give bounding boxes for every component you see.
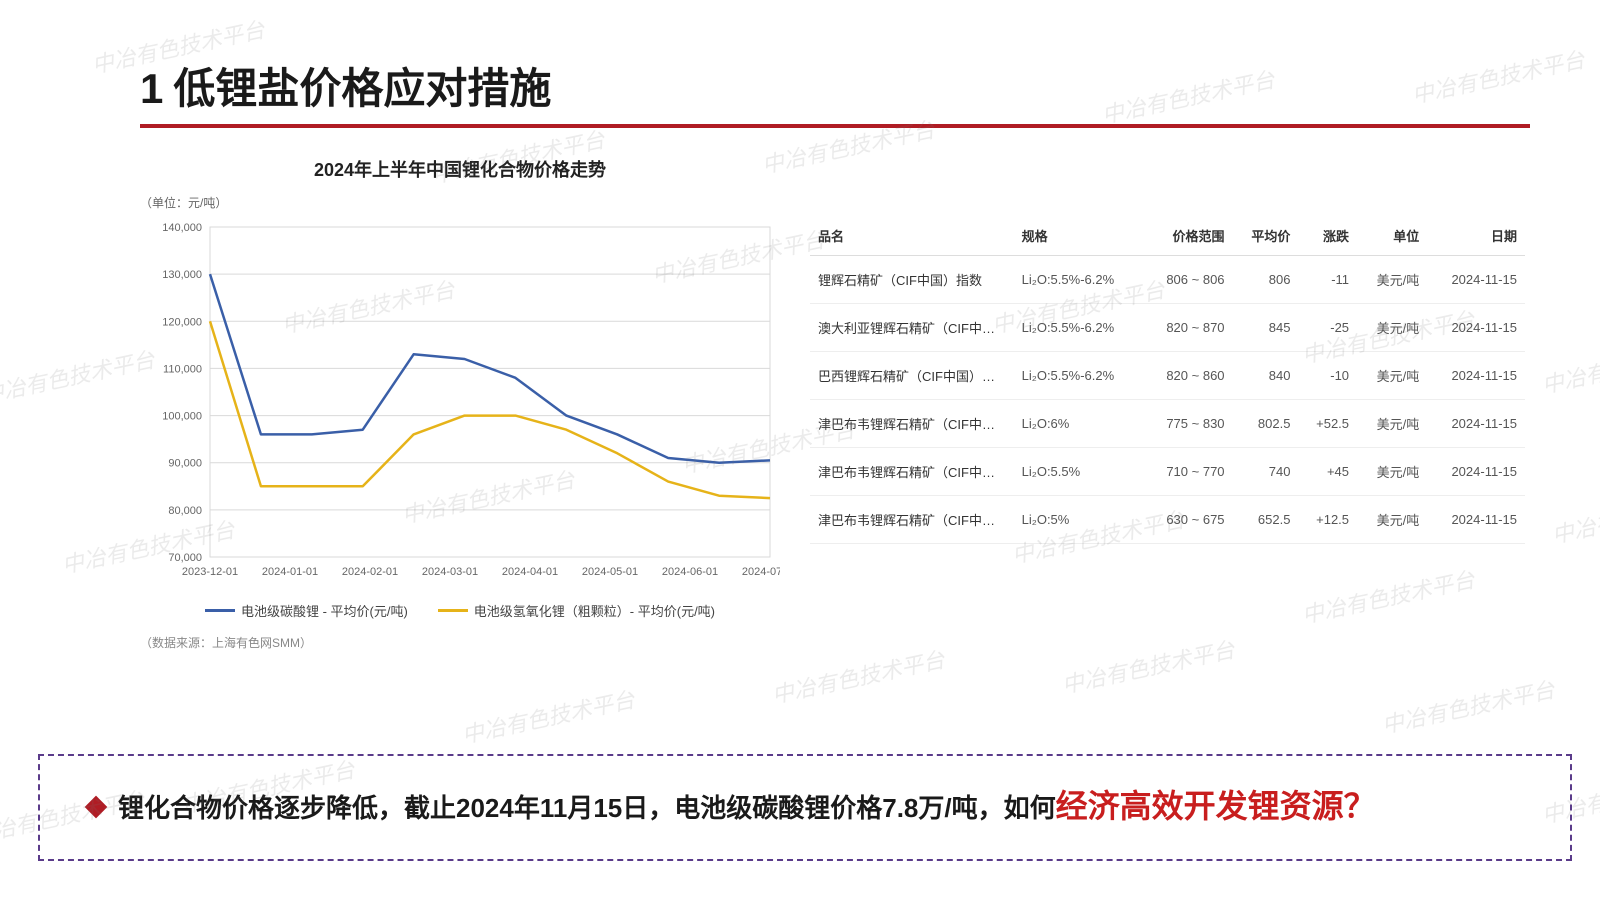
table-cell: 津巴布韦锂辉石精矿（CIF中国… xyxy=(810,448,1014,496)
table-cell: 津巴布韦锂辉石精矿（CIF中国… xyxy=(810,400,1014,448)
line-chart: 70,000 80,000 90,000 100,000 110,000 120,000 1… xyxy=(140,217,780,597)
chart-legend: 电池级碳酸锂 - 平均价(元/吨) 电池级氢氧化锂（粗颗粒）- 平均价(元/吨) xyxy=(140,601,780,620)
table-row: 津巴布韦锂辉石精矿（CIF中国…Li₂O:5%630 ~ 675652.5+12… xyxy=(810,496,1525,544)
table-cell: 2024-11-15 xyxy=(1427,496,1525,544)
table-cell: Li₂O:5.5%-6.2% xyxy=(1014,352,1144,400)
legend-swatch xyxy=(205,609,235,612)
table-cell: 740 xyxy=(1233,448,1299,496)
table-cell: 652.5 xyxy=(1233,496,1299,544)
table-cell: 2024-11-15 xyxy=(1427,448,1525,496)
table-row: 津巴布韦锂辉石精矿（CIF中国…Li₂O:5.5%710 ~ 770740+45… xyxy=(810,448,1525,496)
svg-text:140,000: 140,000 xyxy=(162,222,202,234)
table-cell: 美元/吨 xyxy=(1357,448,1427,496)
table-cell: 2024-11-15 xyxy=(1427,304,1525,352)
table-cell: 美元/吨 xyxy=(1357,256,1427,304)
callout-emphasis: 经济高效开发锂资源？ xyxy=(1056,788,1376,824)
svg-text:2024-06-01: 2024-06-01 xyxy=(662,566,718,578)
legend-label: 电池级碳酸锂 - 平均价(元/吨) xyxy=(241,601,408,620)
table-cell: 820 ~ 860 xyxy=(1144,352,1233,400)
legend-swatch xyxy=(438,609,468,612)
table-cell: 巴西锂辉石精矿（CIF中国）现… xyxy=(810,352,1014,400)
chart-title: 2024年上半年中国锂化合物价格走势 xyxy=(140,156,780,182)
table-cell: 806 ~ 806 xyxy=(1144,256,1233,304)
svg-text:2023-12-01: 2023-12-01 xyxy=(182,566,238,578)
table-header-cell: 规格 xyxy=(1014,216,1144,256)
table-header-cell: 平均价 xyxy=(1233,216,1299,256)
table-header-cell: 单位 xyxy=(1357,216,1427,256)
table-cell: 锂辉石精矿（CIF中国）指数 xyxy=(810,256,1014,304)
table-row: 锂辉石精矿（CIF中国）指数Li₂O:5.5%-6.2%806 ~ 806806… xyxy=(810,256,1525,304)
diamond-icon xyxy=(85,796,108,819)
table-cell: -10 xyxy=(1298,352,1357,400)
price-table: 品名规格价格范围平均价涨跌单位日期 锂辉石精矿（CIF中国）指数Li₂O:5.5… xyxy=(810,216,1525,544)
svg-text:100,000: 100,000 xyxy=(162,411,202,423)
table-cell: Li₂O:5% xyxy=(1014,496,1144,544)
chart-block: 2024年上半年中国锂化合物价格走势 （单位：元/吨） 70,000 80,000… xyxy=(140,156,780,651)
table-cell: 美元/吨 xyxy=(1357,352,1427,400)
table-header-cell: 日期 xyxy=(1427,216,1525,256)
table-cell: +12.5 xyxy=(1298,496,1357,544)
table-row: 巴西锂辉石精矿（CIF中国）现…Li₂O:5.5%-6.2%820 ~ 8608… xyxy=(810,352,1525,400)
table-cell: 美元/吨 xyxy=(1357,304,1427,352)
title-underline xyxy=(140,124,1530,128)
table-header-cell: 价格范围 xyxy=(1144,216,1233,256)
svg-text:2024-04-01: 2024-04-01 xyxy=(502,566,558,578)
table-cell: 840 xyxy=(1233,352,1299,400)
watermark-text: 中冶有色技术平台 xyxy=(459,682,638,750)
table-cell: 775 ~ 830 xyxy=(1144,400,1233,448)
svg-text:2024-05-01: 2024-05-01 xyxy=(582,566,638,578)
title-number: 1 xyxy=(140,65,163,113)
chart-unit-label: （单位：元/吨） xyxy=(140,194,780,211)
callout-box: 锂化合物价格逐步降低，截止2024年11月15日，电池级碳酸锂价格7.8万/吨，… xyxy=(38,754,1572,861)
svg-text:2024-01-01: 2024-01-01 xyxy=(262,566,318,578)
svg-text:2024-03-01: 2024-03-01 xyxy=(422,566,478,578)
svg-text:110,000: 110,000 xyxy=(163,363,202,375)
table-cell: +45 xyxy=(1298,448,1357,496)
table-cell: 津巴布韦锂辉石精矿（CIF中国… xyxy=(810,496,1014,544)
legend-item: 电池级碳酸锂 - 平均价(元/吨) xyxy=(205,601,408,620)
table-cell: Li₂O:6% xyxy=(1014,400,1144,448)
table-cell: 820 ~ 870 xyxy=(1144,304,1233,352)
table-row: 澳大利亚锂辉石精矿（CIF中国…Li₂O:5.5%-6.2%820 ~ 8708… xyxy=(810,304,1525,352)
table-cell: 2024-11-15 xyxy=(1427,400,1525,448)
svg-text:90,000: 90,000 xyxy=(168,458,202,470)
table-cell: +52.5 xyxy=(1298,400,1357,448)
chart-source: （数据来源：上海有色网SMM） xyxy=(140,634,780,651)
title-text: 低锂盐价格应对措施 xyxy=(173,55,551,116)
svg-text:130,000: 130,000 xyxy=(162,269,202,281)
svg-text:2024-07-01: 2024-07-01 xyxy=(742,566,780,578)
table-cell: 630 ~ 675 xyxy=(1144,496,1233,544)
slide-container: 1 低锂盐价格应对措施 2024年上半年中国锂化合物价格走势 （单位：元/吨） … xyxy=(0,0,1600,671)
table-cell: Li₂O:5.5%-6.2% xyxy=(1014,304,1144,352)
legend-label: 电池级氢氧化锂（粗颗粒）- 平均价(元/吨) xyxy=(474,601,715,620)
table-row: 津巴布韦锂辉石精矿（CIF中国…Li₂O:6%775 ~ 830802.5+52… xyxy=(810,400,1525,448)
table-body: 锂辉石精矿（CIF中国）指数Li₂O:5.5%-6.2%806 ~ 806806… xyxy=(810,256,1525,544)
table-cell: Li₂O:5.5%-6.2% xyxy=(1014,256,1144,304)
table-cell: 806 xyxy=(1233,256,1299,304)
table-cell: 澳大利亚锂辉石精矿（CIF中国… xyxy=(810,304,1014,352)
table-cell: 2024-11-15 xyxy=(1427,352,1525,400)
svg-text:80,000: 80,000 xyxy=(168,505,202,517)
table-cell: -25 xyxy=(1298,304,1357,352)
table-cell: -11 xyxy=(1298,256,1357,304)
svg-text:70,000: 70,000 xyxy=(168,552,202,564)
legend-item: 电池级氢氧化锂（粗颗粒）- 平均价(元/吨) xyxy=(438,601,715,620)
table-cell: 845 xyxy=(1233,304,1299,352)
svg-text:120,000: 120,000 xyxy=(162,316,202,328)
table-header-cell: 涨跌 xyxy=(1298,216,1357,256)
table-cell: 802.5 xyxy=(1233,400,1299,448)
callout-text: 锂化合物价格逐步降低，截止2024年11月15日，电池级碳酸锂价格7.8万/吨，… xyxy=(88,776,1540,837)
slide-title: 1 低锂盐价格应对措施 xyxy=(140,55,1525,116)
table-cell: 710 ~ 770 xyxy=(1144,448,1233,496)
table-cell: 美元/吨 xyxy=(1357,496,1427,544)
watermark-text: 中冶有色技术平台 xyxy=(1379,672,1558,740)
table-cell: 美元/吨 xyxy=(1357,400,1427,448)
svg-text:2024-02-01: 2024-02-01 xyxy=(342,566,398,578)
content-row: 2024年上半年中国锂化合物价格走势 （单位：元/吨） 70,000 80,000… xyxy=(140,156,1525,651)
table-cell: 2024-11-15 xyxy=(1427,256,1525,304)
table-header-cell: 品名 xyxy=(810,216,1014,256)
table-header-row: 品名规格价格范围平均价涨跌单位日期 xyxy=(810,216,1525,256)
callout-pre: 锂化合物价格逐步降低，截止2024年11月15日，电池级碳酸锂价格7.8万/吨，… xyxy=(118,793,1056,823)
table-cell: Li₂O:5.5% xyxy=(1014,448,1144,496)
